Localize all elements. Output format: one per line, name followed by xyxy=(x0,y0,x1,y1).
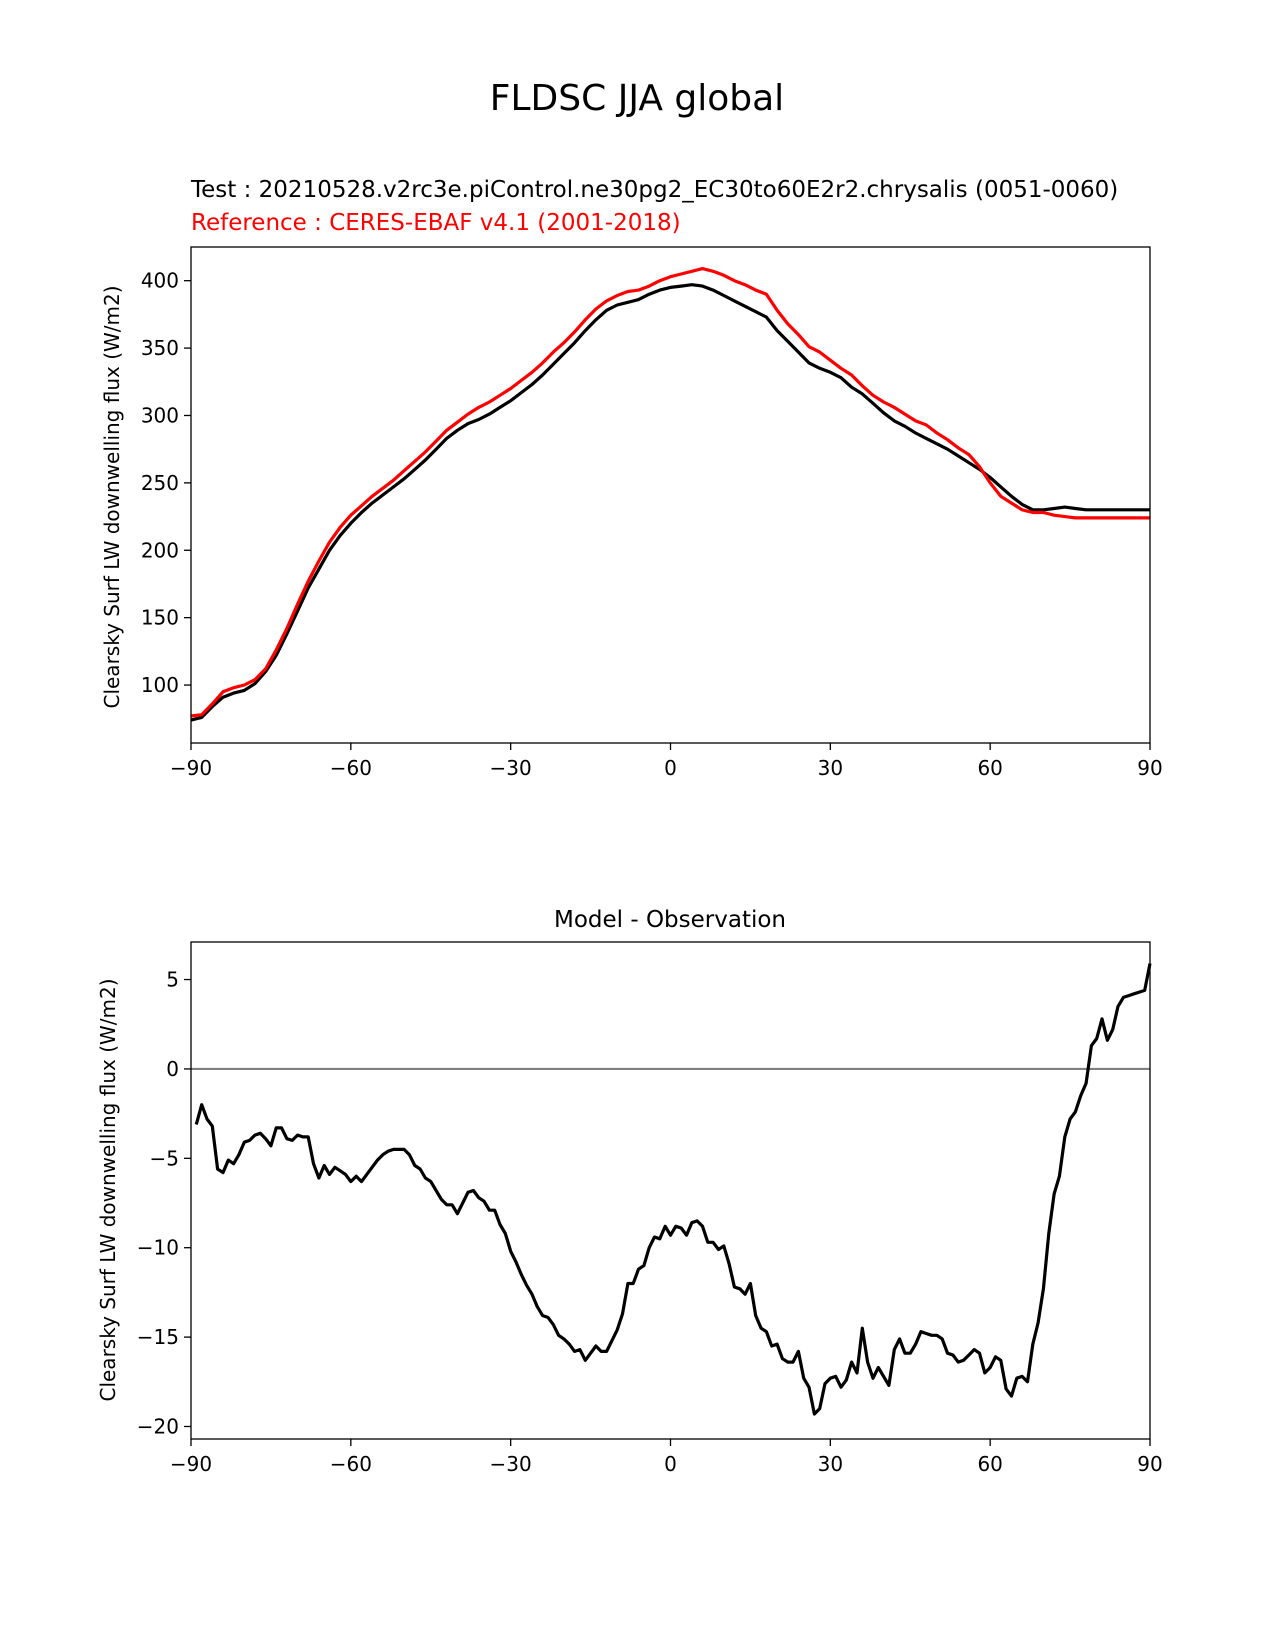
bottom-title: Model - Observation xyxy=(554,907,786,933)
series-line-1 xyxy=(190,267,1150,718)
bottom-plot-area xyxy=(191,963,1152,1416)
y-tick-label: 400 xyxy=(141,269,179,293)
x-tick-label: −30 xyxy=(490,1452,532,1476)
y-tick-label: 5 xyxy=(166,968,179,992)
x-tick-label: 0 xyxy=(664,1452,677,1476)
top-plot-area xyxy=(190,267,1150,722)
y-tick-label: 0 xyxy=(166,1057,179,1081)
x-tick-label: 60 xyxy=(977,1452,1002,1476)
x-tick-label: 30 xyxy=(818,756,843,780)
y-tick-label: 100 xyxy=(141,673,179,697)
y-tick-label: −5 xyxy=(150,1146,179,1170)
y-tick-label: −10 xyxy=(137,1236,179,1260)
bottom-panel: Model - Observation Clearsky Surf LW dow… xyxy=(96,907,1163,1476)
x-tick-label: −90 xyxy=(170,756,212,780)
bottom-y-axis: −20 −15 −10 −5 0 5 xyxy=(137,968,191,1438)
x-tick-label: 30 xyxy=(818,1452,843,1476)
test-title: Test : 20210528.v2rc3e.piControl.ne30pg2… xyxy=(190,177,1118,203)
x-tick-label: −30 xyxy=(490,756,532,780)
series-line-0 xyxy=(194,963,1152,1416)
x-tick-label: −60 xyxy=(330,756,372,780)
top-x-axis: −90 −60 −30 0 30 60 90 xyxy=(170,743,1163,780)
top-ylabel: Clearsky Surf LW downwelling flux (W/m2) xyxy=(100,285,124,708)
top-y-axis: 100 150 200 250 300 350 400 xyxy=(141,269,191,697)
series-line-0 xyxy=(190,283,1150,722)
figure-title: FLDSC JJA global xyxy=(490,78,784,119)
x-tick-label: 90 xyxy=(1137,1452,1162,1476)
y-tick-label: 300 xyxy=(141,403,179,427)
y-tick-label: 200 xyxy=(141,538,179,562)
x-tick-label: 90 xyxy=(1137,756,1162,780)
y-tick-label: 350 xyxy=(141,336,179,360)
x-tick-label: −60 xyxy=(330,1452,372,1476)
x-tick-label: 0 xyxy=(664,756,677,780)
y-tick-label: −15 xyxy=(137,1325,179,1349)
reference-title: Reference : CERES-EBAF v4.1 (2001-2018) xyxy=(191,210,681,236)
y-tick-label: 150 xyxy=(141,606,179,630)
bottom-ylabel: Clearsky Surf LW downwelling flux (W/m2) xyxy=(96,978,120,1401)
x-tick-label: −90 xyxy=(170,1452,212,1476)
x-tick-label: 60 xyxy=(977,756,1002,780)
y-tick-label: −20 xyxy=(137,1414,179,1438)
top-axes-frame xyxy=(190,246,1151,744)
y-tick-label: 250 xyxy=(141,471,179,495)
bottom-x-axis: −90 −60 −30 0 30 60 90 xyxy=(170,1439,1163,1476)
top-panel: Test : 20210528.v2rc3e.piControl.ne30pg2… xyxy=(100,177,1163,780)
bottom-axes-frame xyxy=(190,941,1151,1440)
